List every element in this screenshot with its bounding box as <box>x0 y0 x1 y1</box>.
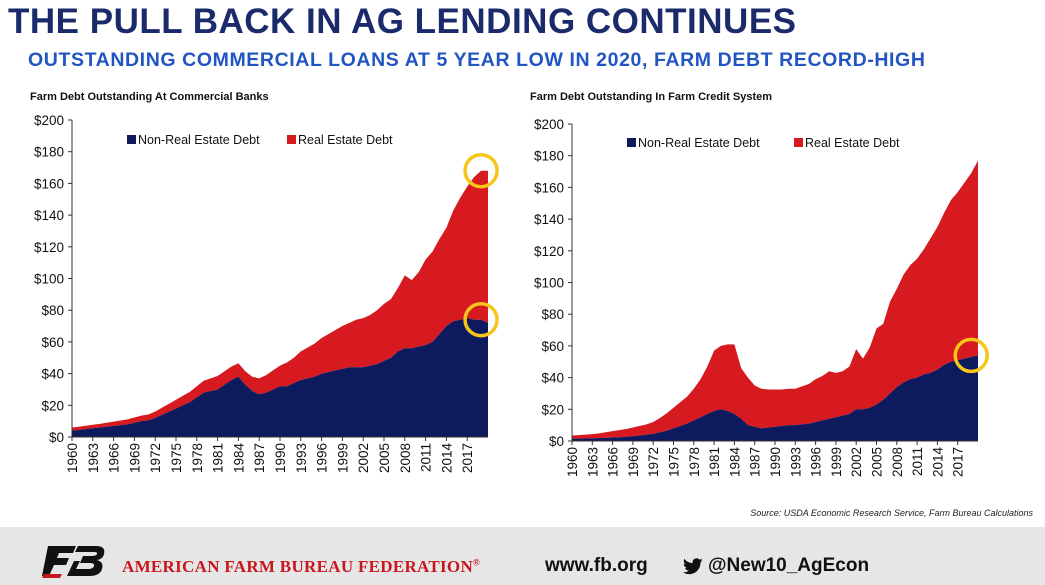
x-tick-label: 2017 <box>460 443 475 473</box>
x-tick-label: 1975 <box>667 447 682 477</box>
x-tick-label: 1984 <box>727 447 742 478</box>
x-tick-label: 1963 <box>585 447 600 477</box>
y-tick-label: $60 <box>41 335 64 350</box>
y-tick-label: $0 <box>549 434 564 449</box>
org-name: AMERICAN FARM BUREAU FEDERATION® <box>122 557 480 577</box>
x-tick-label: 2002 <box>849 447 864 477</box>
highlight-circle-non-real-estate <box>463 301 499 338</box>
x-tick-label: 1978 <box>190 443 205 473</box>
registered-mark: ® <box>473 557 481 568</box>
y-tick-label: $140 <box>34 208 64 223</box>
x-tick-label: 2002 <box>356 443 371 473</box>
chart-farm-credit-system: Farm Debt Outstanding In Farm Credit Sys… <box>515 82 1040 522</box>
chart-title: Farm Debt Outstanding At Commercial Bank… <box>30 91 269 103</box>
chart-commercial-banks-svg: Farm Debt Outstanding At Commercial Bank… <box>30 91 499 474</box>
legend-label-real-estate: Real Estate Debt <box>805 136 900 150</box>
x-tick-label: 2011 <box>910 447 925 476</box>
real-estate-area <box>572 160 978 439</box>
x-tick-label: 1969 <box>626 447 641 477</box>
x-tick-label: 1981 <box>707 447 722 477</box>
twitter-handle[interactable]: @New10_AgEcon <box>683 555 869 577</box>
highlight-circle-total <box>463 152 499 189</box>
bird-icon <box>683 557 703 574</box>
chart-commercial-banks: Farm Debt Outstanding At Commercial Bank… <box>0 82 510 522</box>
highlight-circle-non-real-estate <box>953 337 989 374</box>
y-tick-label: $60 <box>541 339 564 354</box>
x-tick-label: 1984 <box>231 443 246 474</box>
y-tick-label: $20 <box>41 398 64 413</box>
x-tick-label: 2017 <box>951 447 966 477</box>
x-tick-label: 1999 <box>829 447 844 477</box>
x-tick-label: 1999 <box>335 443 350 473</box>
non-real-estate-area <box>572 355 978 441</box>
x-tick-label: 2005 <box>377 443 392 473</box>
source-note: Source: USDA Economic Research Service, … <box>750 508 1033 518</box>
x-tick-label: 1966 <box>606 447 621 477</box>
y-tick-label: $200 <box>34 113 64 128</box>
twitter-handle-text: @New10_AgEcon <box>708 555 870 576</box>
y-tick-label: $180 <box>534 149 564 164</box>
x-tick-label: 1975 <box>169 443 184 473</box>
y-tick-label: $20 <box>541 402 564 417</box>
footer: AMERICAN FARM BUREAU FEDERATION® www.fb.… <box>0 527 1045 585</box>
org-name-text: AMERICAN FARM BUREAU FEDERATION <box>122 557 474 576</box>
x-tick-label: 1990 <box>768 447 783 477</box>
legend-label-non-real-estate: Non-Real Estate Debt <box>138 133 260 147</box>
x-tick-label: 1960 <box>565 447 580 477</box>
x-tick-label: 2011 <box>419 443 434 472</box>
x-tick-label: 1972 <box>646 447 661 477</box>
x-tick-label: 1990 <box>273 443 288 473</box>
y-tick-label: $80 <box>541 307 564 322</box>
y-tick-label: $160 <box>34 176 64 191</box>
y-tick-label: $120 <box>34 240 64 255</box>
y-tick-label: $180 <box>34 145 64 160</box>
legend-swatch-non-real-estate <box>127 135 136 144</box>
legend-swatch-real-estate <box>794 138 803 147</box>
chart-title: Farm Debt Outstanding In Farm Credit Sys… <box>530 91 772 103</box>
x-tick-label: 2008 <box>398 443 413 473</box>
x-tick-label: 1993 <box>788 447 803 477</box>
y-tick-label: $200 <box>534 117 564 132</box>
fb-logo-icon <box>42 546 105 578</box>
legend-label-real-estate: Real Estate Debt <box>298 133 393 147</box>
x-tick-label: 2005 <box>870 447 885 477</box>
non-real-estate-area <box>72 318 488 437</box>
y-tick-label: $40 <box>41 367 64 382</box>
x-tick-label: 1981 <box>211 443 226 473</box>
x-tick-label: 2014 <box>930 447 945 478</box>
x-tick-label: 1996 <box>315 443 330 473</box>
y-tick-label: $0 <box>49 430 64 445</box>
legend-swatch-non-real-estate <box>627 138 636 147</box>
page-title: THE PULL BACK IN AG LENDING CONTINUES <box>8 2 797 41</box>
y-tick-label: $40 <box>541 371 564 386</box>
x-tick-label: 1972 <box>148 443 163 473</box>
y-tick-label: $120 <box>534 244 564 259</box>
x-tick-label: 1969 <box>127 443 142 473</box>
x-tick-label: 1978 <box>687 447 702 477</box>
x-tick-label: 1993 <box>294 443 309 473</box>
legend-swatch-real-estate <box>287 135 296 144</box>
x-tick-label: 1987 <box>748 447 763 477</box>
page-subtitle: OUTSTANDING COMMERCIAL LOANS AT 5 YEAR L… <box>28 49 926 71</box>
x-tick-label: 1963 <box>86 443 101 473</box>
legend-label-non-real-estate: Non-Real Estate Debt <box>638 136 760 150</box>
x-tick-label: 2008 <box>890 447 905 477</box>
x-tick-label: 1987 <box>252 443 267 473</box>
y-tick-label: $140 <box>534 212 564 227</box>
y-tick-label: $100 <box>34 272 64 287</box>
website-link[interactable]: www.fb.org <box>545 555 648 576</box>
y-tick-label: $160 <box>534 180 564 195</box>
chart-farm-credit-system-svg: Farm Debt Outstanding In Farm Credit Sys… <box>530 91 989 478</box>
real-estate-area <box>72 170 488 431</box>
x-tick-label: 1996 <box>809 447 824 477</box>
y-tick-label: $80 <box>41 303 64 318</box>
y-tick-label: $100 <box>534 276 564 291</box>
x-tick-label: 1960 <box>65 443 80 473</box>
x-tick-label: 2014 <box>439 443 454 474</box>
x-tick-label: 1966 <box>107 443 122 473</box>
